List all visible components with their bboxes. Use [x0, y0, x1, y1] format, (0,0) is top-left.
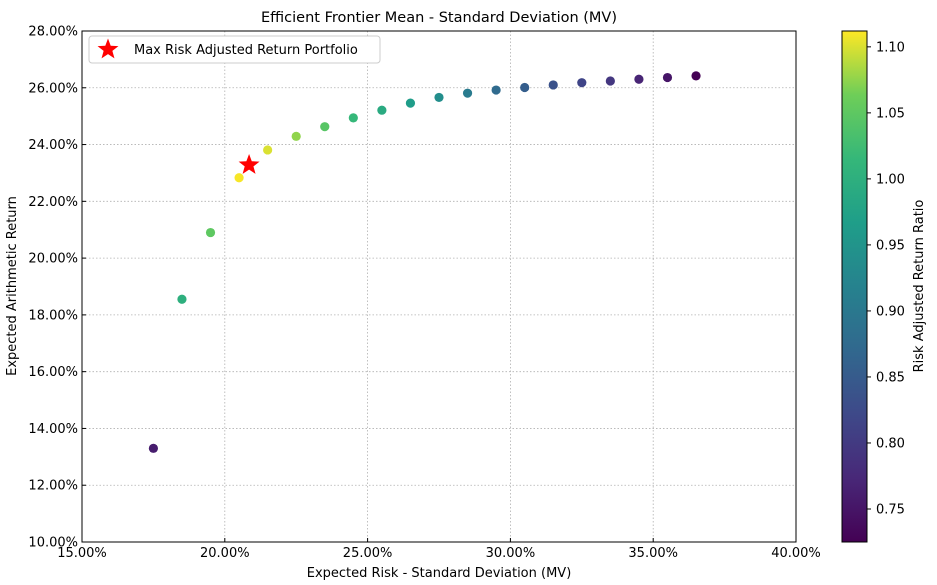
- y-tick-label: 16.00%: [28, 365, 78, 380]
- scatter-point: [520, 82, 530, 93]
- colorbar-tick-label: 0.75: [876, 502, 905, 517]
- chart-title: Efficient Frontier Mean - Standard Devia…: [261, 10, 617, 26]
- x-tick-label: 25.00%: [343, 546, 393, 561]
- x-axis-ticks: 15.00% 20.00% 25.00% 30.00% 35.00% 40.00%: [57, 538, 821, 561]
- y-tick-label: 22.00%: [28, 195, 78, 210]
- y-tick-label: 12.00%: [28, 479, 78, 494]
- x-tick-label: 30.00%: [486, 546, 536, 561]
- scatter-point: [462, 88, 473, 98]
- colorbar-label: Risk Adjusted Return Ratio: [912, 200, 927, 373]
- highlight-layer: [238, 154, 260, 174]
- colorbar-tick-label: 0.90: [876, 304, 905, 319]
- y-tick-label: 26.00%: [28, 81, 78, 96]
- scatter-point: [377, 105, 387, 115]
- colorbar-gradient: [842, 31, 867, 542]
- x-axis-label: Expected Risk - Standard Deviation (MV): [307, 566, 572, 581]
- scatter-point: [691, 71, 701, 81]
- scatter-point: [434, 92, 444, 103]
- scatter-point: [320, 122, 330, 132]
- legend-star-marker: [97, 38, 119, 59]
- plot-frame: [81, 30, 797, 543]
- y-tick-label: 10.00%: [28, 536, 78, 551]
- colorbar-tick-label: 1.05: [876, 106, 905, 121]
- y-tick-label: 24.00%: [28, 138, 78, 153]
- scatter-point: [205, 227, 216, 238]
- y-tick-label: 14.00%: [28, 422, 78, 437]
- scatter-point: [291, 131, 301, 141]
- scatter-point: [148, 443, 158, 453]
- max-risk-adjusted-star: [238, 154, 260, 174]
- colorbar-ticks: 0.75 0.80 0.85 0.90 0.95 1.00 1.05 1.10: [867, 40, 905, 517]
- y-axis-label: Expected Arithmetic Return: [5, 196, 20, 376]
- scatter-point: [548, 80, 558, 90]
- colorbar-frame: [841, 30, 868, 543]
- scatter-points: [148, 71, 701, 453]
- y-tick-label: 28.00%: [28, 25, 78, 40]
- x-tick-label: 15.00%: [57, 546, 107, 561]
- x-tick-label: 40.00%: [771, 546, 821, 561]
- y-axis-ticks: 10.00% 12.00% 14.00% 16.00% 18.00% 20.00% 22.0…: [28, 25, 86, 551]
- colorbar-tick-label: 0.95: [876, 238, 905, 253]
- legend-box: [88, 35, 381, 64]
- scatter-point: [263, 145, 273, 155]
- colorbar-tick-label: 1.10: [876, 40, 905, 55]
- legend: Max Risk Adjusted Return Portfolio: [88, 35, 381, 64]
- scatter-point: [577, 78, 587, 88]
- y-tick-label: 18.00%: [28, 308, 78, 323]
- scatter-point: [405, 98, 416, 108]
- colorbar-tick-label: 1.00: [876, 172, 905, 187]
- x-tick-label: 20.00%: [200, 546, 250, 561]
- legend-label: Max Risk Adjusted Return Portfolio: [134, 43, 358, 58]
- scatter-point: [491, 85, 501, 95]
- colorbar-tick-label: 0.85: [876, 370, 905, 385]
- scatter-point: [605, 76, 615, 86]
- scatter-point: [634, 74, 644, 84]
- x-tick-label: 35.00%: [628, 546, 678, 561]
- scatter-point: [348, 113, 358, 123]
- scatter-point: [177, 294, 187, 304]
- colorbar-tick-label: 0.80: [876, 436, 905, 451]
- y-tick-label: 20.00%: [28, 252, 78, 267]
- grid-lines: [81, 30, 797, 543]
- scatter-point: [234, 173, 244, 183]
- colorbar: 0.75 0.80 0.85 0.90 0.95 1.00 1.05 1.10 Risk Ad…: [841, 30, 927, 543]
- scatter-point: [662, 72, 673, 83]
